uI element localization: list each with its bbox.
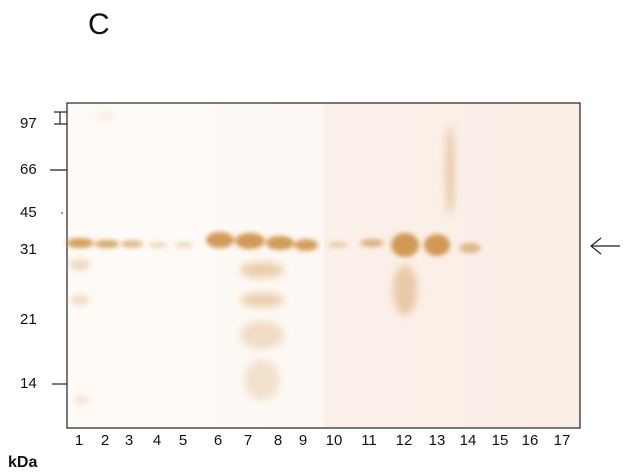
smears bbox=[70, 114, 454, 404]
marker-label: 66 bbox=[20, 161, 37, 178]
lane-label: 7 bbox=[244, 432, 252, 449]
lane-label: 16 bbox=[522, 432, 539, 449]
lane-label: 6 bbox=[214, 432, 222, 449]
lane-label: 11 bbox=[361, 432, 377, 449]
lane-label: 13 bbox=[429, 432, 446, 449]
marker-tick bbox=[61, 212, 63, 214]
lane-label: 14 bbox=[460, 432, 477, 449]
lane-label: 10 bbox=[326, 432, 343, 449]
gel bbox=[66, 102, 581, 429]
marker-label: 97 bbox=[20, 115, 37, 132]
lane-labels: 1 2 3 4 5 6 7 8 9 10 11 12 13 14 15 16 1… bbox=[75, 432, 571, 449]
unit-label: kDa bbox=[8, 454, 37, 471]
marker-label: 21 bbox=[20, 311, 37, 328]
marker-label: 31 bbox=[20, 241, 37, 258]
lane-label: 15 bbox=[492, 432, 509, 449]
band-arrow bbox=[590, 237, 620, 255]
lane-label: 4 bbox=[153, 432, 161, 449]
bands bbox=[66, 232, 481, 257]
lane-label: 17 bbox=[554, 432, 571, 449]
marker-label: 14 bbox=[20, 375, 37, 392]
lane-label: 2 bbox=[101, 432, 109, 449]
size-markers: 97 66 45 31 21 14 bbox=[20, 111, 67, 392]
lane-label: 5 bbox=[179, 432, 187, 449]
lane-label: 3 bbox=[125, 432, 133, 449]
marker-label: 45 bbox=[20, 204, 37, 221]
gel-frame bbox=[66, 102, 581, 429]
lane-label: 1 bbox=[75, 432, 83, 449]
lane-label: 9 bbox=[299, 432, 307, 449]
panel-label: C bbox=[88, 8, 110, 41]
lane-label: 12 bbox=[396, 432, 413, 449]
lane-label: 8 bbox=[274, 432, 282, 449]
